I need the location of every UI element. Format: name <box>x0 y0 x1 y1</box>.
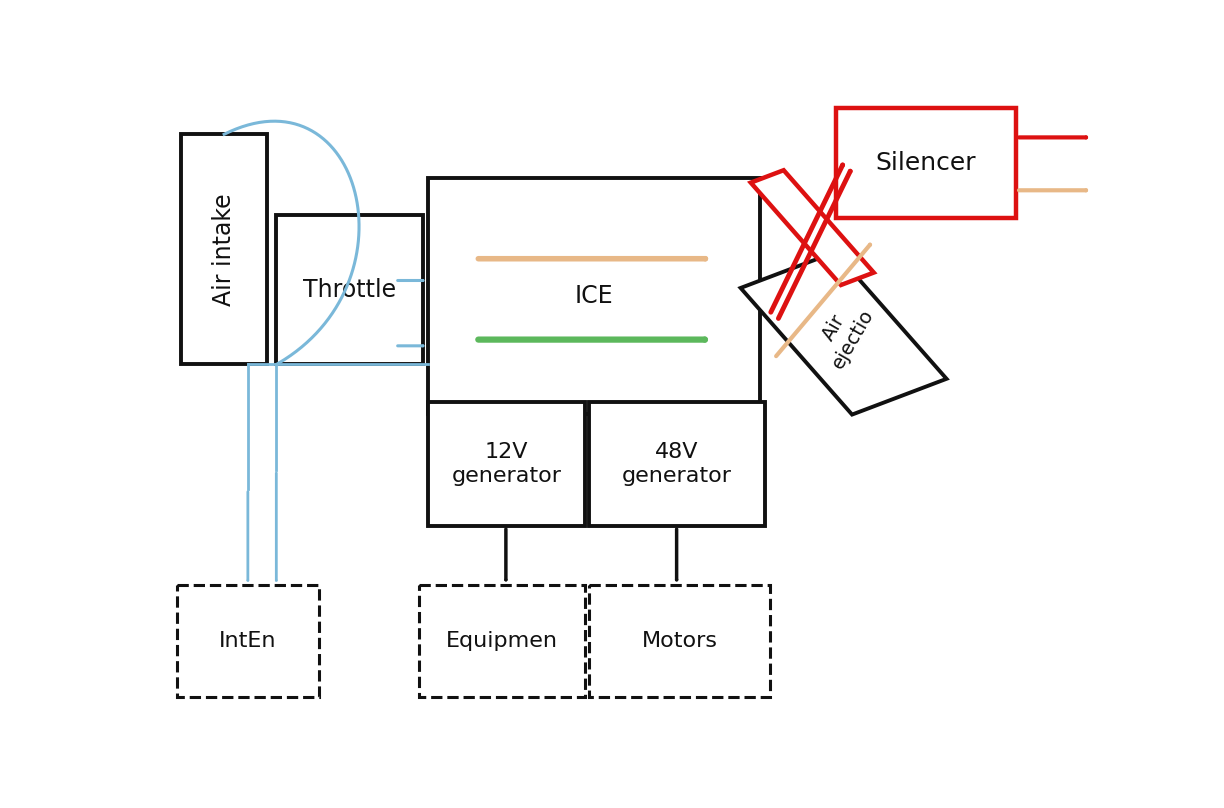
FancyBboxPatch shape <box>428 402 585 526</box>
Text: Throttle: Throttle <box>304 278 397 302</box>
FancyBboxPatch shape <box>836 108 1016 218</box>
Text: Equipmen: Equipmen <box>446 631 558 651</box>
FancyBboxPatch shape <box>590 585 770 697</box>
FancyBboxPatch shape <box>741 252 946 415</box>
FancyBboxPatch shape <box>419 585 585 697</box>
Text: IntEn: IntEn <box>219 631 277 651</box>
Text: Air
ejectio: Air ejectio <box>809 295 878 372</box>
Text: ICE: ICE <box>575 284 613 308</box>
Text: 48V
generator: 48V generator <box>622 443 732 486</box>
FancyBboxPatch shape <box>176 585 319 697</box>
FancyBboxPatch shape <box>277 215 424 364</box>
FancyBboxPatch shape <box>590 402 765 526</box>
Text: Silencer: Silencer <box>876 151 977 175</box>
FancyBboxPatch shape <box>428 178 760 415</box>
FancyBboxPatch shape <box>750 170 874 285</box>
FancyBboxPatch shape <box>181 134 267 364</box>
Text: 12V
generator: 12V generator <box>452 443 562 486</box>
Text: Motors: Motors <box>641 631 717 651</box>
Text: Air intake: Air intake <box>212 193 236 305</box>
